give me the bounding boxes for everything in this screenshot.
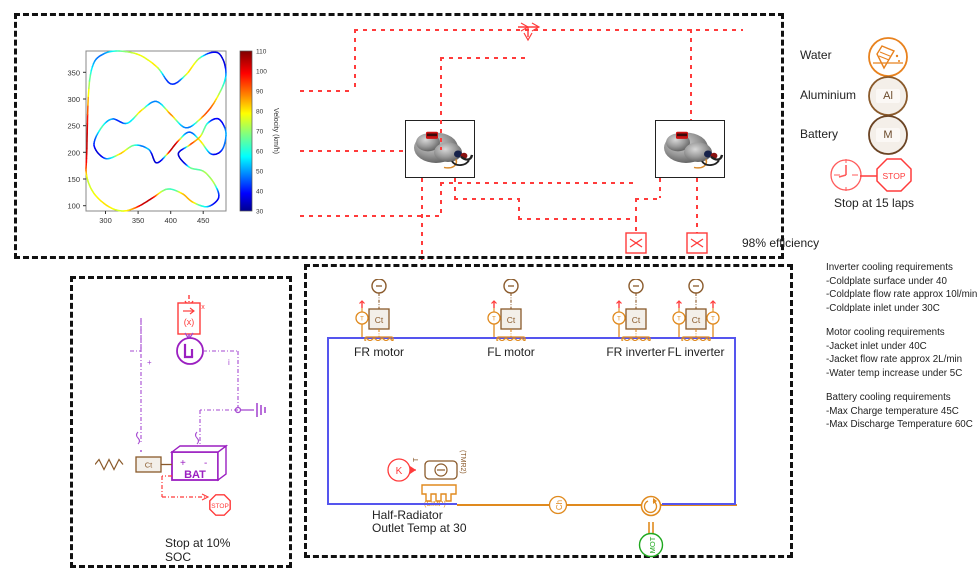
svg-text:60: 60 [256, 149, 264, 156]
svg-text:150: 150 [67, 175, 80, 184]
svg-text:300: 300 [99, 216, 112, 225]
svg-text:T: T [711, 317, 715, 323]
svg-text:STOP: STOP [883, 171, 906, 181]
svg-text:110: 110 [256, 49, 267, 56]
svg-text:T: T [617, 317, 621, 323]
svg-text:300: 300 [67, 95, 80, 104]
svg-text:70: 70 [256, 129, 264, 136]
svg-text:Ct: Ct [632, 315, 641, 325]
svg-text:350: 350 [67, 68, 80, 77]
svg-text:100: 100 [67, 202, 80, 211]
svg-text:Ch: Ch [555, 500, 564, 510]
svg-text:MOT: MOT [648, 536, 657, 553]
svg-text:Al: Al [883, 90, 893, 102]
svg-text:80: 80 [256, 109, 264, 116]
svg-text:Ct: Ct [145, 461, 153, 470]
svg-text:400: 400 [164, 216, 177, 225]
svg-text:Stop at 10%: Stop at 10% [165, 536, 231, 550]
svg-text:M: M [883, 129, 892, 141]
svg-text:-: - [204, 458, 207, 469]
svg-text:T: T [677, 317, 681, 323]
svg-text:250: 250 [67, 122, 80, 131]
svg-text:30: 30 [256, 209, 264, 216]
svg-text:STOP: STOP [211, 503, 229, 510]
svg-text:+: + [180, 458, 186, 469]
svg-text:90: 90 [256, 89, 264, 96]
svg-text:i: i [228, 358, 230, 367]
svg-text:Ct: Ct [375, 315, 384, 325]
svg-text:100: 100 [256, 69, 267, 76]
svg-text:Ct: Ct [692, 315, 701, 325]
svg-text:Ct: Ct [507, 315, 516, 325]
svg-text:350: 350 [132, 216, 145, 225]
svg-text:40: 40 [256, 189, 264, 196]
svg-text:x: x [201, 304, 205, 311]
svg-text:50: 50 [256, 169, 264, 176]
svg-text:(x): (x) [184, 317, 195, 327]
svg-text:BAT: BAT [184, 469, 206, 481]
svg-text:T: T [492, 317, 496, 323]
svg-text:+: + [147, 358, 152, 367]
svg-text:T: T [360, 317, 364, 323]
svg-text:Velocity (km/h): Velocity (km/h) [272, 108, 279, 154]
svg-text:200: 200 [67, 148, 80, 157]
svg-text:450: 450 [197, 216, 210, 225]
svg-text:K: K [396, 466, 403, 477]
svg-text:SOC: SOC [165, 550, 191, 564]
